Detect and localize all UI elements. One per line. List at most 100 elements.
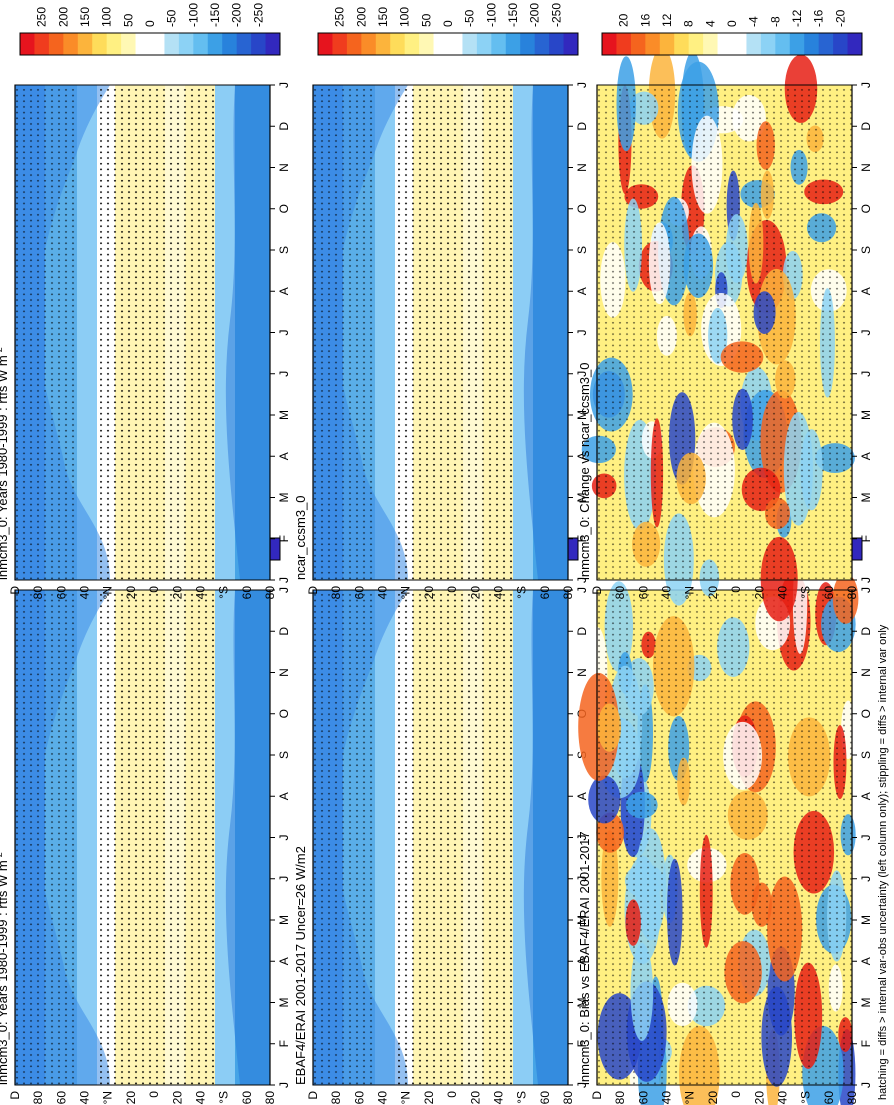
panel-p6-lat-label: 20: [752, 586, 766, 600]
panel-p5-month-label: N: [575, 163, 589, 172]
panel-p5-month-label: A: [575, 452, 589, 460]
panel-p5-colorbar-cell: [491, 33, 507, 55]
panel-p5-lat-label: D: [306, 586, 320, 595]
panel-p6-month-label: S: [859, 246, 873, 254]
panel-p5-month-label: O: [575, 204, 589, 213]
p4-stipple-tropics: [100, 85, 215, 580]
panel-p4-colorbar-cell: [63, 33, 79, 55]
panel-p6-colorbar-cell: [775, 33, 791, 55]
panel-p3-month-label: M: [859, 998, 873, 1008]
panel-p5-colorbar-cell: [404, 33, 420, 55]
panel-p6-colorbar-label: 0: [725, 20, 739, 27]
panel-p4-plot: [14, 84, 271, 581]
panel-p4-colorbar-cell: [121, 33, 137, 55]
panel-p5-lat-label: 20: [422, 586, 436, 600]
p2-stipple-tropics: [398, 590, 513, 1085]
panel-p3-month-label: A: [859, 957, 873, 965]
p5-band-7: [513, 85, 533, 580]
panel-p4-colorbar-label: 0: [143, 20, 157, 27]
panel-p5-colorbar-cell: [390, 33, 406, 55]
panel-p4-colorbar-cell: [106, 33, 122, 55]
panel-p2-month-label: F: [575, 1040, 589, 1047]
panel-p6-colorbar-label: 4: [703, 20, 717, 27]
panel-p6-colorbar-frame: [601, 32, 863, 56]
panel-p3-lat-label: 80: [845, 1091, 859, 1105]
panel-p5-month-label: M: [575, 493, 589, 503]
panel-p4-month-label: D: [277, 122, 291, 131]
panel-p5-colorbar-label: -250: [549, 3, 563, 27]
p1-band-7: [215, 590, 235, 1085]
panel-p6-month-label: N: [859, 163, 873, 172]
panel-p6-colorbar-label: -4: [747, 16, 761, 27]
panel-p3-title: inmcm3_0: Bias vs EBAF4/ERAI 2001-2017: [577, 831, 592, 1085]
panel-p5-colorbar-cell: [462, 33, 478, 55]
panel-p4-colorbar-cell: [150, 33, 165, 55]
panel-p2-lat-label: 60: [352, 1091, 366, 1105]
panel-p2-lat-label: 80: [561, 1091, 575, 1105]
panel-p5-colorbar-cell: [549, 33, 565, 55]
panel-p4-colorbar-cell: [135, 33, 151, 55]
panel-p6-colorbar-label: -12: [790, 9, 804, 27]
panel-p1-month-label: A: [277, 792, 291, 800]
panel-p5-month-label: S: [575, 246, 589, 254]
panel-p2-lat-label: 80: [329, 1091, 343, 1105]
panel-p5-colorbar-label: 200: [354, 7, 368, 27]
panel-p4-colorbar-label: 100: [100, 7, 114, 27]
panel-p1-lat-label: 60: [240, 1091, 254, 1105]
panel-p2-lat-label: 40: [491, 1091, 505, 1105]
panel-p4-colorbar-label: -150: [208, 3, 222, 27]
panel-p5-month-label: M: [575, 410, 589, 420]
panel-p6-colorbar-label: -20: [833, 9, 847, 27]
panel-p6-lat-label: 40: [775, 586, 789, 600]
p4-band-2: [77, 85, 97, 580]
panel-p4-month-label: A: [277, 287, 291, 295]
p2-south-region: [523, 590, 568, 1085]
panel-p5-month-label: J: [575, 577, 589, 583]
panel-p6-colorbar-cell: [645, 33, 661, 55]
panel-p6-lat-label: °N: [683, 586, 697, 599]
panel-p5-lat-label: 60: [352, 586, 366, 600]
panel-p6-colorbar-cell: [630, 33, 646, 55]
panel-p5-colorbar-frame: [317, 32, 579, 56]
panel-p6-colorbar-cell: [703, 33, 719, 55]
panel-p1-month-label: J: [277, 587, 291, 593]
panel-p2-lat-label: 20: [468, 1091, 482, 1105]
panel-p1-month-label: M: [277, 998, 291, 1008]
panel-p2-lat-label: 60: [538, 1091, 552, 1105]
panel-p3-lat-label: °S: [799, 1091, 813, 1104]
panel-p5-month-label: F: [575, 535, 589, 542]
panel-p4-lat-label: 80: [263, 586, 277, 600]
p5-band-2: [375, 85, 395, 580]
panel-p3-month-label: M: [859, 915, 873, 925]
panel-p3-lat-label: 40: [660, 1091, 674, 1105]
panel-p4-month-label: M: [277, 410, 291, 420]
panel-p4-colorbar-cell: [77, 33, 93, 55]
panel-p2-month-label: N: [575, 668, 589, 677]
panel-p6-colorbar-label: 12: [660, 13, 674, 27]
p2-stipple-north: [313, 590, 373, 1085]
panel-p5-lat-label: 40: [491, 586, 505, 600]
panel-p4-colorbar-label: -250: [251, 3, 265, 27]
panel-p4-month-label: N: [277, 163, 291, 172]
panel-p5-colorbar-label: 250: [333, 7, 347, 27]
panel-p3-month-label: N: [859, 668, 873, 677]
panel-p4-title: inmcm3_0: Years 1980-1999 : rtfs W m-2: [0, 347, 10, 580]
panel-p3-month-label: J: [859, 835, 873, 841]
panel-p4-lat-label: 40: [193, 586, 207, 600]
panel-p6-colorbar-cell: [746, 33, 762, 55]
panel-p1-lat-label: 60: [54, 1091, 68, 1105]
panel-p4-colorbar-cell: [48, 33, 64, 55]
panel-p3-lat-label: 0: [729, 1091, 743, 1098]
panel-p2-lat-label: 40: [376, 1091, 390, 1105]
panel-p6-colorbar-cell: [760, 33, 776, 55]
panel-p6-colorbar-cell: [847, 33, 863, 55]
panel-p1-month-label: N: [277, 668, 291, 677]
panel-p4-lat-label: D: [8, 586, 22, 595]
panel-p6-colorbar-cell: [674, 33, 690, 55]
panel-p5-colorbar-label: 150: [376, 7, 390, 27]
panel-p5-month-label: A: [575, 287, 589, 295]
panel-p6-lat-label: °S: [799, 586, 813, 599]
panel-p5-lat-label: 0: [445, 586, 459, 593]
